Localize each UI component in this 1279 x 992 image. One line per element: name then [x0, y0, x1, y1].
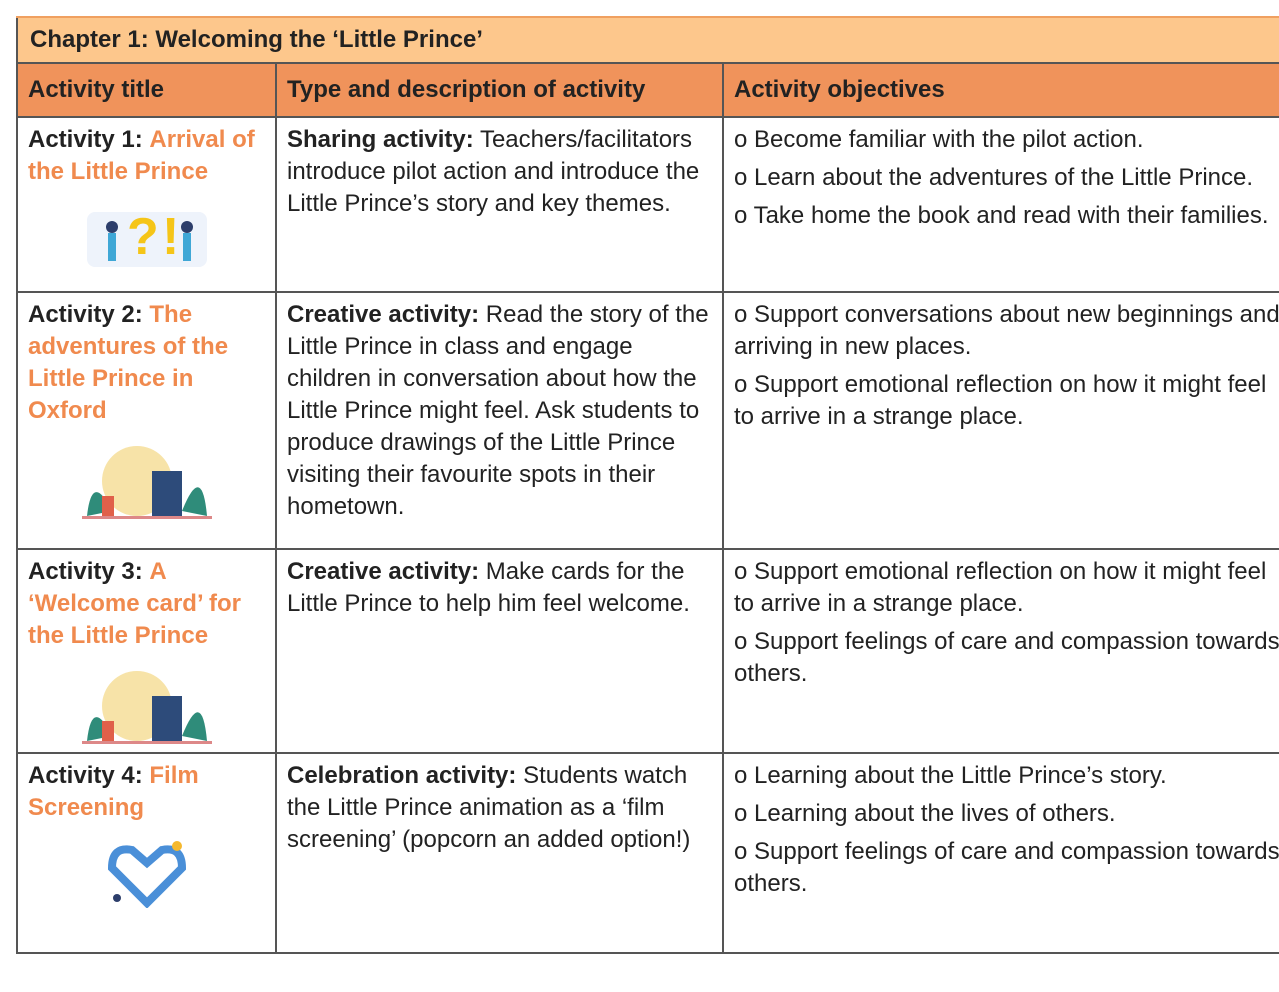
- activity-row: Activity 1: Arrival of the Little Prince…: [16, 116, 1279, 293]
- activity-description: Students watch the Little Prince animati…: [287, 762, 691, 853]
- objectives-cell: o Support emotional reflection on how it…: [722, 548, 1279, 754]
- activity-description: Read the story of the Little Prince in c…: [287, 301, 709, 520]
- activity-type: Creative activity:: [287, 558, 480, 585]
- header-cell: Activity title: [16, 62, 277, 118]
- objective: o Take home the book and read with their…: [734, 202, 1269, 229]
- activity-name: A ‘Welcome card’ for the Little Prince: [28, 558, 241, 649]
- activity-label: Activity 1:: [28, 126, 143, 153]
- illustration: ?!: [86, 208, 207, 267]
- activity-type: Celebration activity:: [287, 762, 517, 789]
- activity-row: Activity 2: The adventures of the Little…: [16, 291, 1279, 550]
- activity-label: Activity 4:: [28, 762, 143, 789]
- illustration: [81, 446, 212, 519]
- description-cell: Celebration activity: Students watch the…: [275, 752, 724, 954]
- activity-name: Arrival of the Little Prince: [28, 126, 255, 185]
- activity-name: Film Screening: [28, 762, 199, 821]
- activity-title-cell: Activity 3: A ‘Welcome card’ for the Lit…: [16, 548, 277, 754]
- description-cell: Creative activity: Make cards for the Li…: [275, 548, 724, 754]
- activity-description: Teachers/facilitators introduce pilot ac…: [287, 126, 700, 217]
- objective: o Support emotional reflection on how it…: [734, 371, 1267, 430]
- activity-name: The adventures of the Little Prince in O…: [28, 301, 229, 424]
- objective: o Learning about the lives of others.: [734, 800, 1116, 827]
- activity-label: Activity 3:: [28, 558, 143, 585]
- illustration: [107, 841, 186, 908]
- objective: o Support conversations about new beginn…: [734, 301, 1279, 360]
- activity-label: Activity 2:: [28, 301, 143, 328]
- svg-text:?: ?: [127, 208, 159, 266]
- activity-row: Activity 3: A ‘Welcome card’ for the Lit…: [16, 548, 1279, 754]
- activity-description: Make cards for the Little Prince to help…: [287, 558, 690, 617]
- activity-type: Creative activity:: [287, 301, 480, 328]
- objective: o Learn about the adventures of the Litt…: [734, 164, 1254, 191]
- description-cell: Sharing activity: Teachers/facilitators …: [275, 116, 724, 293]
- activity-title-cell: Activity 1: Arrival of the Little Prince…: [16, 116, 277, 293]
- objectives-cell: o Become familiar with the pilot action.…: [722, 116, 1279, 293]
- objective: o Become familiar with the pilot action.: [734, 126, 1144, 153]
- activity-row: Activity 4: Film Screening Celebration ac…: [16, 752, 1279, 954]
- objectives-cell: o Learning about the Little Prince’s sto…: [722, 752, 1279, 954]
- header-cell: Type and description of activity: [275, 62, 724, 118]
- activity-table: Chapter 1: Welcoming the ‘Little Prince’…: [16, 16, 1279, 954]
- objective: o Support feelings of care and compassio…: [734, 628, 1279, 687]
- header-row: Activity title Type and description of a…: [16, 62, 1279, 118]
- activity-title-cell: Activity 2: The adventures of the Little…: [16, 291, 277, 550]
- title-row: Chapter 1: Welcoming the ‘Little Prince’: [16, 16, 1279, 64]
- objective: o Support emotional reflection on how it…: [734, 558, 1267, 617]
- activity-title-cell: Activity 4: Film Screening: [16, 752, 277, 954]
- activity-type: Sharing activity:: [287, 126, 474, 153]
- illustration: [81, 671, 212, 744]
- table-title: Chapter 1: Welcoming the ‘Little Prince’: [16, 16, 1279, 64]
- svg-text:!: !: [162, 208, 179, 266]
- description-cell: Creative activity: Read the story of the…: [275, 291, 724, 550]
- objective: o Support feelings of care and compassio…: [734, 838, 1279, 897]
- objective: o Learning about the Little Prince’s sto…: [734, 762, 1167, 789]
- objectives-cell: o Support conversations about new beginn…: [722, 291, 1279, 550]
- header-cell: Activity objectives: [722, 62, 1279, 118]
